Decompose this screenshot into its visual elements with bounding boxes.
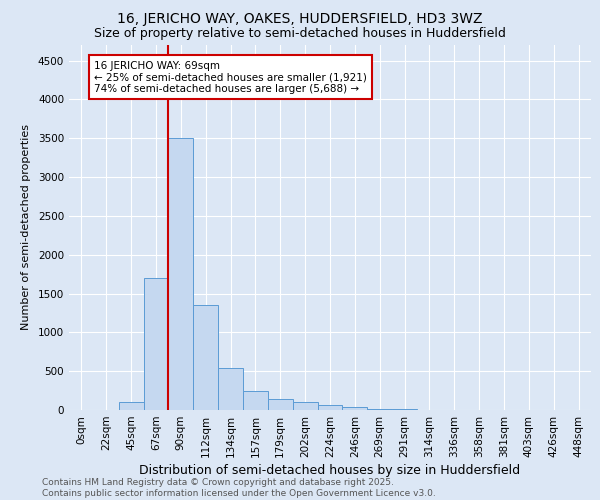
Bar: [343, 407, 367, 410]
Text: 16 JERICHO WAY: 69sqm
← 25% of semi-detached houses are smaller (1,921)
74% of s: 16 JERICHO WAY: 69sqm ← 25% of semi-deta…: [94, 60, 367, 94]
Bar: [193, 305, 218, 410]
Bar: [169, 138, 193, 410]
Y-axis label: Number of semi-detached properties: Number of semi-detached properties: [21, 124, 31, 330]
Bar: [119, 402, 143, 410]
Text: 16, JERICHO WAY, OAKES, HUDDERSFIELD, HD3 3WZ: 16, JERICHO WAY, OAKES, HUDDERSFIELD, HD…: [117, 12, 483, 26]
Bar: [367, 409, 392, 410]
Bar: [392, 409, 417, 410]
Bar: [268, 399, 293, 410]
Bar: [293, 402, 317, 410]
Bar: [218, 368, 243, 410]
Bar: [243, 390, 268, 410]
Bar: [143, 278, 169, 410]
Bar: [317, 406, 343, 410]
Text: Size of property relative to semi-detached houses in Huddersfield: Size of property relative to semi-detach…: [94, 28, 506, 40]
Text: Contains HM Land Registry data © Crown copyright and database right 2025.
Contai: Contains HM Land Registry data © Crown c…: [42, 478, 436, 498]
X-axis label: Distribution of semi-detached houses by size in Huddersfield: Distribution of semi-detached houses by …: [139, 464, 521, 477]
